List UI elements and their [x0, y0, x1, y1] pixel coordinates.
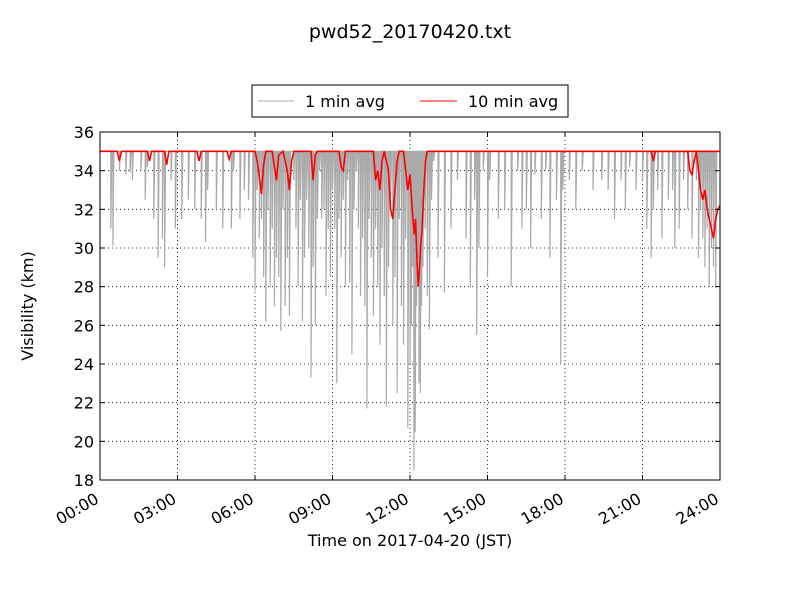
plot-area: [100, 149, 721, 471]
x-tick-label: 18:00: [518, 489, 567, 529]
x-tick-label: 00:00: [53, 489, 102, 529]
x-tick-label: 21:00: [595, 489, 644, 529]
x-tick-label: 24:00: [673, 489, 722, 529]
tick-marks: [99, 131, 721, 481]
x-tick-label: 12:00: [363, 489, 412, 529]
y-tick-label: 30: [74, 239, 94, 258]
y-tick-labels: 18 20 22 24 26 28 30 32 34 36: [74, 123, 94, 490]
series-1-min-avg-line: [110, 150, 718, 471]
y-tick-label: 26: [74, 316, 94, 335]
y-tick-label: 22: [74, 394, 94, 413]
y-tick-label: 28: [74, 278, 94, 297]
x-tick-label: 09:00: [285, 489, 334, 529]
legend-box: [251, 84, 569, 118]
legend-label-10-min-avg: 10 min avg: [468, 92, 558, 111]
x-axis-label: Time on 2017-04-20 (JST): [307, 531, 512, 550]
x-tick-label: 15:00: [440, 489, 489, 529]
x-tick-labels: 00:00 03:00 06:00 09:00 12:00 15:00 18:00 21:00…: [53, 489, 722, 529]
x-tick-label: 03:00: [130, 489, 179, 529]
y-tick-label: 32: [74, 200, 94, 219]
series-10-min-avg-line-end: [650, 150, 721, 239]
grid: [100, 132, 720, 480]
chart-title: pwd52_20170420.txt: [309, 21, 511, 43]
y-axis-label: Visibility (km): [18, 251, 37, 360]
y-tick-label: 24: [74, 355, 94, 374]
series-10-min-avg-line: [100, 149, 720, 287]
y-tick-label: 36: [74, 123, 94, 142]
y-tick-label: 34: [74, 162, 94, 181]
x-tick-label: 06:00: [208, 489, 257, 529]
y-tick-label: 20: [74, 432, 94, 451]
legend-label-1-min-avg: 1 min avg: [305, 92, 385, 111]
legend: 1 min avg 10 min avg: [251, 84, 569, 118]
y-tick-label: 18: [74, 471, 94, 490]
